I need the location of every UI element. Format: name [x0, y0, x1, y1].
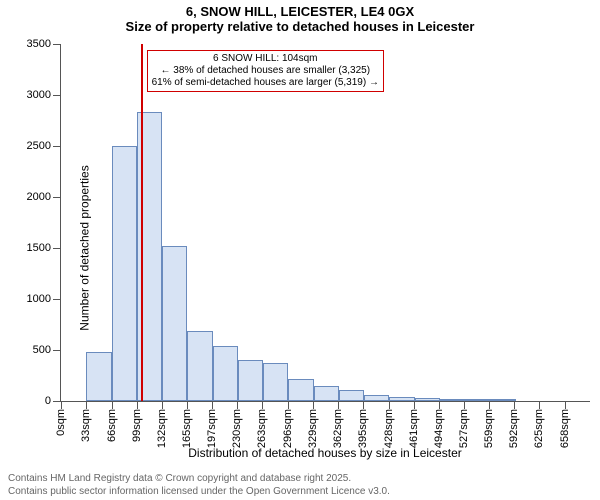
- y-tick: [53, 197, 61, 198]
- histogram-bar: [339, 390, 364, 401]
- x-tick-label: 0sqm: [55, 409, 67, 436]
- x-tick: [187, 401, 188, 409]
- histogram-bar: [238, 360, 263, 401]
- footer-line1: Contains HM Land Registry data © Crown c…: [8, 473, 390, 486]
- marker-callout: 6 SNOW HILL: 104sqm← 38% of detached hou…: [147, 50, 384, 92]
- x-tick: [288, 401, 289, 409]
- callout-line2: ← 38% of detached houses are smaller (3,…: [152, 65, 379, 77]
- y-tick: [53, 146, 61, 147]
- x-tick: [137, 401, 138, 409]
- y-tick-label: 1500: [27, 242, 51, 254]
- histogram-bar: [263, 363, 288, 401]
- y-tick-label: 2500: [27, 140, 51, 152]
- histogram-bar: [364, 395, 389, 401]
- x-axis-label: Distribution of detached houses by size …: [60, 446, 590, 460]
- histogram-bar: [314, 386, 339, 401]
- y-tick-label: 3500: [27, 38, 51, 50]
- histogram-bar: [112, 146, 137, 401]
- x-tick-label: 197sqm: [206, 409, 218, 448]
- x-tick: [389, 401, 390, 409]
- x-tick-label: 296sqm: [282, 409, 294, 448]
- y-tick-label: 500: [33, 344, 51, 356]
- x-tick-label: 329sqm: [307, 409, 319, 448]
- x-tick-label: 527sqm: [458, 409, 470, 448]
- x-tick-label: 461sqm: [408, 409, 420, 448]
- y-tick-label: 1000: [27, 293, 51, 305]
- x-tick: [162, 401, 163, 409]
- chart-container: Number of detached properties 0500100015…: [0, 36, 600, 460]
- plot-area: 0500100015002000250030003500 0sqm33sqm66…: [60, 44, 590, 402]
- x-tick: [414, 401, 415, 409]
- x-tick: [86, 401, 87, 409]
- x-tick: [313, 401, 314, 409]
- x-tick-label: 165sqm: [181, 409, 193, 448]
- callout-line3: 61% of semi-detached houses are larger (…: [152, 77, 379, 89]
- callout-line1: 6 SNOW HILL: 104sqm: [152, 53, 379, 65]
- x-tick: [439, 401, 440, 409]
- x-tick: [338, 401, 339, 409]
- y-tick-label: 3000: [27, 89, 51, 101]
- x-tick: [464, 401, 465, 409]
- x-tick-label: 559sqm: [483, 409, 495, 448]
- x-tick: [262, 401, 263, 409]
- x-tick-label: 362sqm: [332, 409, 344, 448]
- x-tick-label: 263sqm: [256, 409, 268, 448]
- histogram-bar: [415, 398, 440, 401]
- y-tick: [53, 299, 61, 300]
- x-tick-label: 428sqm: [383, 409, 395, 448]
- x-tick: [565, 401, 566, 409]
- x-tick: [363, 401, 364, 409]
- y-tick-label: 2000: [27, 191, 51, 203]
- x-tick-label: 395sqm: [357, 409, 369, 448]
- x-tick-label: 494sqm: [433, 409, 445, 448]
- x-tick-label: 33sqm: [80, 409, 92, 442]
- histogram-bar: [440, 399, 465, 401]
- y-tick: [53, 350, 61, 351]
- x-tick-label: 66sqm: [106, 409, 118, 442]
- x-tick: [237, 401, 238, 409]
- x-tick: [489, 401, 490, 409]
- histogram-bar: [213, 346, 238, 401]
- histogram-bar: [162, 246, 187, 401]
- marker-line: [141, 44, 143, 401]
- x-tick-label: 132sqm: [156, 409, 168, 448]
- x-tick-label: 658sqm: [559, 409, 571, 448]
- y-tick: [53, 248, 61, 249]
- y-tick-label: 0: [45, 395, 51, 407]
- histogram-bar: [288, 379, 313, 401]
- footer-credits: Contains HM Land Registry data © Crown c…: [8, 473, 390, 498]
- page-title-line2: Size of property relative to detached ho…: [0, 19, 600, 34]
- x-tick: [61, 401, 62, 409]
- x-tick-label: 99sqm: [131, 409, 143, 442]
- x-tick: [112, 401, 113, 409]
- histogram-bar: [389, 397, 414, 401]
- page-title-line1: 6, SNOW HILL, LEICESTER, LE4 0GX: [0, 4, 600, 19]
- x-tick-label: 625sqm: [533, 409, 545, 448]
- x-tick: [539, 401, 540, 409]
- y-tick: [53, 401, 61, 402]
- x-tick: [514, 401, 515, 409]
- x-tick-label: 592sqm: [508, 409, 520, 448]
- footer-line2: Contains public sector information licen…: [8, 486, 390, 499]
- histogram-bar: [187, 331, 212, 401]
- histogram-bar: [86, 352, 111, 401]
- x-tick: [212, 401, 213, 409]
- y-tick: [53, 44, 61, 45]
- histogram-bar: [465, 399, 490, 401]
- y-tick: [53, 95, 61, 96]
- x-tick-label: 230sqm: [231, 409, 243, 448]
- histogram-bar: [490, 399, 515, 401]
